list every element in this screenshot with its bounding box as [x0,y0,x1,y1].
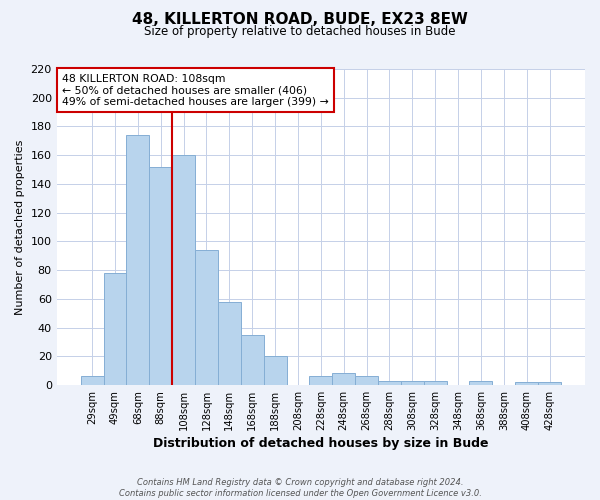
Text: Size of property relative to detached houses in Bude: Size of property relative to detached ho… [144,25,456,38]
Bar [218,302,241,385]
Bar [538,382,561,385]
Bar [310,376,332,385]
Bar [127,135,149,385]
Bar [104,273,127,385]
Bar [378,380,401,385]
Bar [355,376,378,385]
Bar [80,376,104,385]
Bar [149,166,172,385]
Text: 48, KILLERTON ROAD, BUDE, EX23 8EW: 48, KILLERTON ROAD, BUDE, EX23 8EW [132,12,468,28]
Bar [241,334,263,385]
Bar [172,155,195,385]
Bar [424,380,446,385]
Y-axis label: Number of detached properties: Number of detached properties [15,140,25,314]
Text: Contains HM Land Registry data © Crown copyright and database right 2024.
Contai: Contains HM Land Registry data © Crown c… [119,478,481,498]
Bar [469,380,493,385]
X-axis label: Distribution of detached houses by size in Bude: Distribution of detached houses by size … [153,437,488,450]
Bar [263,356,287,385]
Bar [515,382,538,385]
Text: 48 KILLERTON ROAD: 108sqm
← 50% of detached houses are smaller (406)
49% of semi: 48 KILLERTON ROAD: 108sqm ← 50% of detac… [62,74,329,107]
Bar [195,250,218,385]
Bar [401,380,424,385]
Bar [332,374,355,385]
